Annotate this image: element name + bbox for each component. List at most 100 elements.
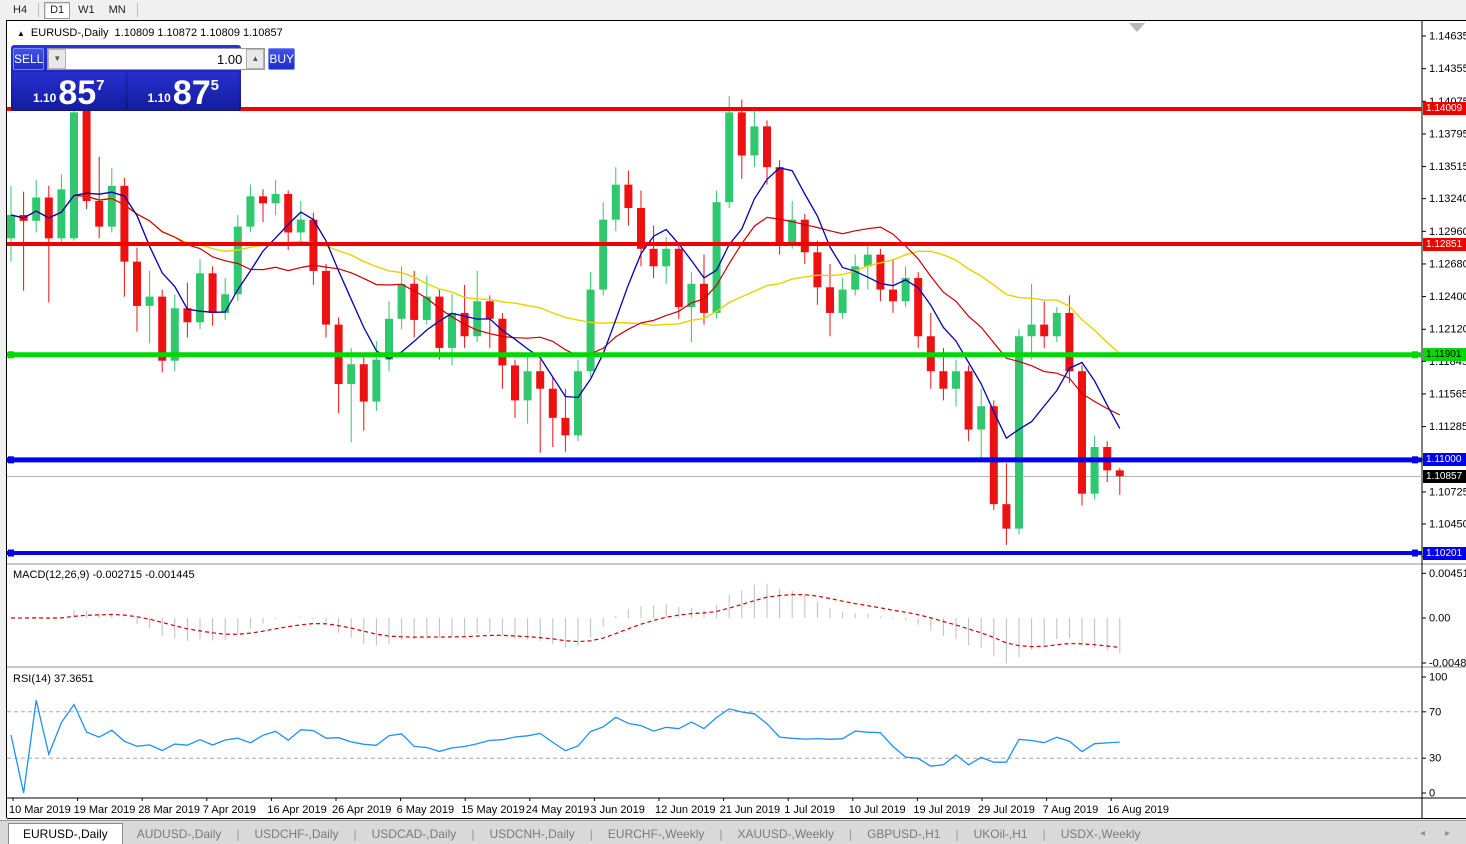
chart-tab-bar: EURUSD-,Daily AUDUSD-,Daily | USDCHF-,Daily…	[0, 820, 1466, 844]
hline-handle[interactable]	[8, 456, 14, 464]
tab-ukoil-h1[interactable]: UKOil-,H1	[973, 826, 1028, 841]
candle-body	[1040, 324, 1049, 337]
symbol-triangle-icon: ▲	[17, 28, 25, 38]
sell-price-display[interactable]: 1.10 85 7	[13, 72, 125, 110]
tab-scroll-right-icon[interactable]: ▸	[1444, 828, 1450, 839]
candle-body	[977, 406, 986, 430]
candle-body	[674, 248, 683, 308]
hline-1.11901[interactable]	[7, 351, 1422, 359]
chart-symbol-label: EURUSD-,Daily	[30, 27, 109, 39]
candle-body	[624, 184, 633, 208]
date-axis-label: 28 Mar 2019	[138, 804, 200, 816]
date-axis-label: 12 Jun 2019	[655, 804, 716, 816]
sell-price-big: 85	[58, 74, 97, 112]
hline-handle[interactable]	[8, 351, 14, 359]
axis-tick-label: 1.12680	[1429, 258, 1466, 270]
tab-usdcad-daily[interactable]: USDCAD-,Daily	[371, 826, 457, 841]
candle-body	[989, 406, 998, 505]
hline-handle[interactable]	[1412, 549, 1418, 557]
candle-body	[385, 318, 393, 360]
candle-body	[70, 112, 78, 239]
candle-body	[523, 371, 532, 401]
tab-eurusd-daily[interactable]: EURUSD-,Daily	[8, 823, 123, 844]
candle-body	[133, 261, 141, 306]
tab-usdx-weekly[interactable]: USDX-,Weekly	[1060, 826, 1141, 841]
buy-button[interactable]: BUY	[268, 48, 296, 70]
axis-tick-label: 1.14355	[1429, 63, 1466, 75]
tab-usdcnh-daily[interactable]: USDCNH-,Daily	[489, 826, 575, 841]
hline-1.10201[interactable]	[7, 549, 1422, 557]
date-axis-label: 6 May 2019	[397, 804, 454, 816]
tab-separator: |	[1042, 826, 1046, 841]
candle-body	[208, 273, 217, 313]
date-axis-label: 16 Aug 2019	[1107, 804, 1169, 816]
timeframe-mn-button[interactable]: MN	[108, 4, 126, 16]
chart-window[interactable]: 1.146351.143551.140751.137951.135151.132…	[6, 20, 1466, 819]
hline-1.11000[interactable]	[7, 456, 1422, 464]
date-axis-label: 7 Apr 2019	[203, 804, 256, 816]
candle-body	[32, 197, 41, 221]
candle-body	[574, 371, 582, 436]
candle-body	[233, 226, 242, 295]
date-axis-label: 19 Jul 2019	[913, 804, 970, 816]
candle-body	[863, 254, 872, 267]
timeframe-w1-button[interactable]: W1	[78, 4, 95, 16]
candle-body	[687, 283, 696, 308]
timeframe-h4-button[interactable]: H4	[13, 4, 28, 16]
candle-body	[611, 184, 620, 220]
tab-separator: |	[955, 826, 959, 841]
candle-body	[284, 193, 293, 233]
price-chip-1.11000: 1.11000	[1423, 453, 1466, 467]
axis-tick-label: 1.11565	[1429, 388, 1466, 400]
timeframe-d1-button[interactable]: D1	[44, 1, 71, 19]
tab-xauusd-weekly[interactable]: XAUUSD-,Weekly	[737, 826, 834, 841]
hline-handle[interactable]	[1412, 456, 1418, 464]
date-axis-label: 21 Jun 2019	[720, 804, 781, 816]
tab-audusd-daily[interactable]: AUDUSD-,Daily	[136, 826, 222, 841]
candle-body	[7, 214, 15, 239]
candle-body	[826, 287, 834, 313]
candle-body	[82, 110, 91, 201]
tab-usdchf-daily[interactable]: USDCHF-,Daily	[254, 826, 339, 841]
sell-price-prefix: 1.10	[32, 91, 57, 105]
axis-tick-label: 0.004517	[1429, 568, 1466, 580]
buy-price-prefix: 1.10	[147, 91, 171, 105]
chart-canvas[interactable]: 1.146351.143551.140751.137951.135151.132…	[7, 21, 1466, 819]
volume-increase-icon[interactable]: ▲	[246, 49, 265, 69]
candle-body	[511, 365, 519, 401]
hline-handle[interactable]	[8, 549, 14, 557]
candle-body	[939, 371, 948, 389]
candle-body	[397, 283, 406, 319]
candle-body	[1090, 447, 1099, 494]
chart-ohlc-values: 1.10809 1.10872 1.10809 1.10857	[114, 27, 283, 39]
candle-body	[775, 167, 784, 243]
date-axis-label: 19 Mar 2019	[74, 804, 136, 816]
tab-scroll-left-icon[interactable]: ◂	[1419, 828, 1425, 839]
tab-separator: |	[236, 826, 240, 841]
chart-shift-marker-icon[interactable]	[1129, 23, 1145, 32]
volume-decrease-icon[interactable]: ▼	[48, 49, 67, 69]
tab-gbpusd-h1[interactable]: GBPUSD-,H1	[867, 826, 941, 841]
candle-body	[120, 185, 129, 262]
axis-tick-label: 1.13795	[1429, 128, 1466, 140]
candle-body	[851, 266, 860, 290]
candle-body	[1115, 470, 1124, 477]
axis-tick-label: 70	[1429, 706, 1441, 718]
candle-body	[498, 318, 507, 366]
candle-body	[901, 277, 910, 302]
candle-body	[952, 371, 960, 389]
tab-eurchf-weekly[interactable]: EURCHF-,Weekly	[607, 826, 705, 841]
candle-body	[448, 312, 456, 348]
hline-handle[interactable]	[1412, 351, 1418, 359]
toolbar-separator	[38, 3, 40, 17]
volume-input[interactable]	[66, 49, 247, 69]
candle-body	[221, 294, 230, 313]
buy-price-display[interactable]: 1.10 87 5	[127, 72, 239, 110]
date-axis-label: 26 Apr 2019	[332, 804, 391, 816]
date-axis-label: 15 May 2019	[461, 804, 525, 816]
axis-tick-label: 0.00	[1429, 613, 1450, 625]
candle-body	[561, 417, 570, 436]
sell-button[interactable]: SELL	[13, 48, 45, 70]
date-axis-label: 3 Jun 2019	[590, 804, 644, 816]
candle-body	[1015, 336, 1023, 529]
